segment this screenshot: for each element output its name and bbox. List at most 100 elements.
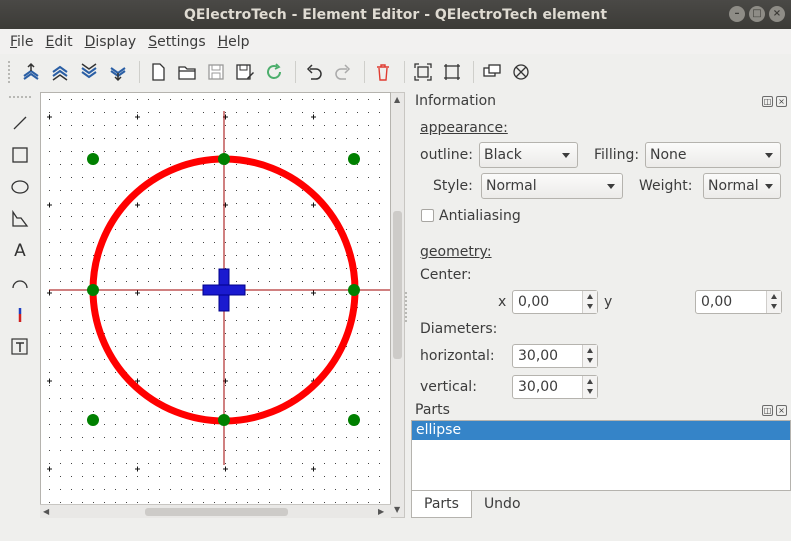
grid-dot [159, 203, 160, 204]
tab-undo[interactable]: Undo [483, 496, 521, 512]
style-select[interactable]: Normal [481, 173, 623, 199]
arc-tool-button[interactable] [6, 268, 34, 298]
zoom-reset-button[interactable] [439, 59, 465, 85]
handle-left[interactable] [87, 284, 99, 296]
bring-forward-button[interactable] [18, 59, 44, 85]
handle-top[interactable] [218, 153, 230, 165]
text-tool-button[interactable]: A [6, 236, 34, 266]
terminal-tool-button[interactable] [6, 300, 34, 330]
scroll-right-arrow[interactable]: ▶ [378, 507, 385, 516]
grid-dot [203, 138, 204, 139]
maximize-button[interactable]: □ [749, 6, 765, 22]
spin-up-icon[interactable] [587, 294, 593, 299]
antialiasing-checkbox[interactable] [421, 209, 434, 222]
delete-button[interactable] [370, 59, 396, 85]
list-item[interactable]: ellipse [412, 421, 790, 440]
undo-button[interactable] [301, 59, 327, 85]
grid-dot [203, 359, 204, 360]
grid-dot [247, 242, 248, 243]
ellipse-tool-button[interactable] [6, 172, 34, 202]
polygon-tool-button[interactable] [6, 204, 34, 234]
float-dock-button[interactable]: ◫ [762, 404, 773, 416]
float-dock-button[interactable]: ◫ [762, 95, 773, 107]
scroll-down-arrow[interactable]: ▼ [394, 505, 401, 514]
menu-help[interactable]: Help [212, 34, 256, 50]
scroll-up-arrow[interactable]: ▲ [394, 95, 401, 104]
close-dock-button[interactable]: × [776, 95, 787, 107]
minimize-button[interactable]: – [729, 6, 745, 22]
outline-select[interactable]: Black [479, 142, 578, 168]
save-button[interactable] [203, 59, 229, 85]
handle-bottom-left[interactable] [87, 414, 99, 426]
handle-bottom-right[interactable] [348, 414, 360, 426]
horizontal-diameter-spinbox[interactable]: 30,00 [512, 344, 598, 368]
splitter-handle[interactable] [405, 292, 409, 322]
canvas-svg[interactable] [41, 93, 390, 504]
spin-arrows[interactable] [582, 345, 597, 367]
spin-down-icon[interactable] [771, 304, 777, 309]
spin-down-icon[interactable] [587, 389, 593, 394]
send-backward-button[interactable] [105, 59, 131, 85]
grid-dot [214, 372, 215, 373]
handle-right[interactable] [348, 284, 360, 296]
filling-select[interactable]: None [645, 142, 781, 168]
spin-up-icon[interactable] [587, 379, 593, 384]
terminal-icon [18, 308, 22, 322]
handle-top-left[interactable] [87, 153, 99, 165]
raise-button[interactable] [47, 59, 73, 85]
resize-handles[interactable] [87, 153, 360, 426]
grid-dot [181, 177, 182, 178]
vertical-scroll-thumb[interactable] [393, 211, 402, 359]
grid-dot [60, 372, 61, 373]
fit-zoom-button[interactable] [410, 59, 436, 85]
grid-dot [49, 437, 50, 438]
menu-edit-label: Edit [45, 33, 73, 50]
close-dock-button[interactable]: × [776, 404, 787, 416]
redo-button[interactable] [330, 59, 356, 85]
menu-file[interactable]: File [4, 34, 39, 50]
edit-names-button[interactable] [508, 59, 534, 85]
center-x-spinbox[interactable]: 0,00 [512, 290, 598, 314]
spin-up-icon[interactable] [587, 348, 593, 353]
lower-button[interactable] [76, 59, 102, 85]
menu-settings[interactable]: Settings [142, 34, 211, 50]
grid-dot [291, 372, 292, 373]
handle-bottom[interactable] [218, 414, 230, 426]
grid-dot [148, 424, 149, 425]
reload-button[interactable] [261, 59, 287, 85]
spin-arrows[interactable] [582, 291, 597, 313]
spin-arrows[interactable] [582, 376, 597, 398]
menu-edit[interactable]: Edit [39, 34, 78, 50]
grid-dot [302, 268, 303, 269]
handle-top-right[interactable] [348, 153, 360, 165]
horizontal-scroll-thumb[interactable] [145, 508, 288, 516]
vertical-diameter-spinbox[interactable]: 30,00 [512, 375, 598, 399]
element-canvas[interactable] [40, 92, 391, 518]
center-y-spinbox[interactable]: 0,00 [695, 290, 782, 314]
canvas-vertical-scrollbar[interactable]: ▲ ▼ [391, 92, 405, 518]
spin-arrows[interactable] [766, 291, 781, 313]
grid-dot [269, 372, 270, 373]
parts-list[interactable]: ellipse [411, 420, 791, 491]
grid-dot [49, 372, 50, 373]
new-button[interactable] [145, 59, 171, 85]
tab-parts[interactable]: Parts [411, 491, 472, 518]
save-as-button[interactable] [232, 59, 258, 85]
toolbar-grip[interactable] [9, 96, 31, 100]
dynamic-text-tool-button[interactable] [6, 332, 34, 362]
grid-dot [247, 463, 248, 464]
close-button[interactable]: × [769, 6, 785, 22]
spin-down-icon[interactable] [587, 358, 593, 363]
edit-info-button[interactable] [479, 59, 505, 85]
scroll-left-arrow[interactable]: ◀ [43, 507, 50, 516]
open-button[interactable] [174, 59, 200, 85]
menu-display[interactable]: Display [79, 34, 143, 50]
canvas-horizontal-scrollbar[interactable]: ◀ ▶ [40, 504, 391, 518]
toolbar-grip[interactable] [8, 61, 12, 83]
rectangle-tool-button[interactable] [6, 140, 34, 170]
weight-select[interactable]: Normal [703, 173, 781, 199]
spin-down-icon[interactable] [587, 304, 593, 309]
grid-dot [115, 229, 116, 230]
spin-up-icon[interactable] [771, 294, 777, 299]
line-tool-button[interactable] [6, 108, 34, 138]
